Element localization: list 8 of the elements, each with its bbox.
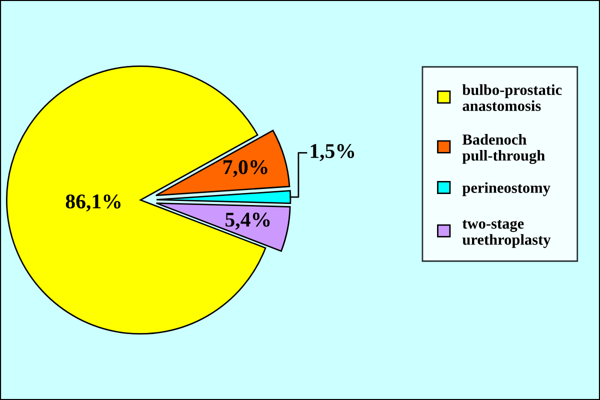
- data-label: 5,4%: [226, 212, 270, 230]
- legend-label: bulbo-prostatic anastomosis: [462, 84, 562, 112]
- legend-label: two-stage urethroplasty: [462, 220, 551, 248]
- data-label: 1,5%: [310, 144, 354, 162]
- legend-label: Badenoch pull-through: [462, 134, 545, 164]
- data-label: 7,0%: [224, 160, 268, 178]
- legend-label: perineostomy: [462, 182, 550, 196]
- data-label: 86,1%: [66, 194, 120, 212]
